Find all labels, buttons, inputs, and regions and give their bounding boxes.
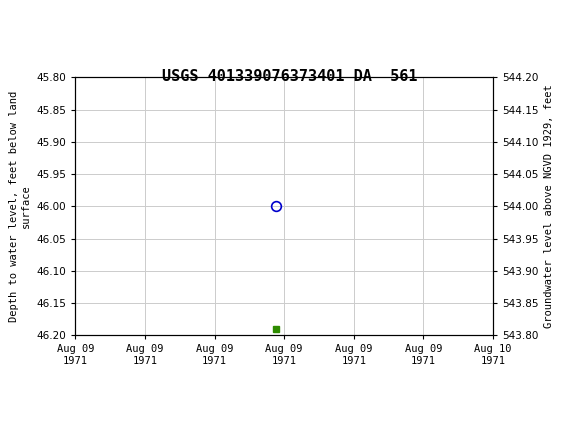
Text: ▒USGS: ▒USGS (12, 15, 70, 37)
Text: USGS 401339076373401 DA  561: USGS 401339076373401 DA 561 (162, 69, 418, 84)
Y-axis label: Groundwater level above NGVD 1929, feet: Groundwater level above NGVD 1929, feet (544, 85, 554, 328)
Y-axis label: Depth to water level, feet below land
surface: Depth to water level, feet below land su… (9, 91, 31, 322)
